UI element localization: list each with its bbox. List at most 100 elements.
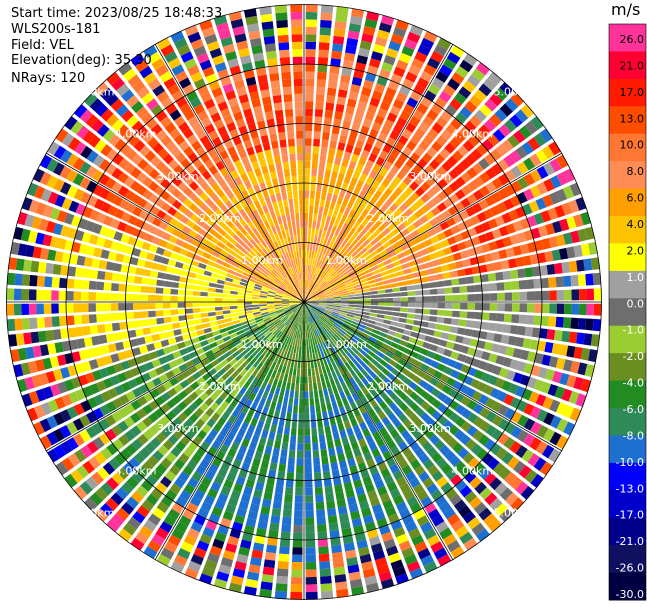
ray-gate bbox=[326, 300, 334, 302]
ray-gate bbox=[355, 431, 364, 441]
ray-gate bbox=[202, 252, 211, 260]
ray-gate bbox=[83, 256, 93, 267]
ray-gate bbox=[283, 327, 289, 335]
ray-gate bbox=[345, 105, 355, 115]
ray-gate bbox=[320, 12, 333, 21]
ray-gate bbox=[426, 394, 436, 405]
ray-gate bbox=[8, 257, 18, 270]
ray-gate bbox=[357, 272, 365, 278]
ray-gate bbox=[130, 367, 141, 377]
ray-gate bbox=[504, 169, 516, 182]
ray-gate bbox=[413, 345, 422, 353]
ray-gate bbox=[299, 197, 304, 206]
ray-gate bbox=[429, 309, 438, 316]
ray-gate bbox=[247, 510, 258, 520]
ray-gate bbox=[396, 424, 407, 434]
ray-gate bbox=[175, 70, 188, 83]
ray-gate bbox=[422, 296, 431, 302]
ray-gate bbox=[287, 268, 292, 276]
ray-gate bbox=[337, 142, 346, 151]
ray-gate bbox=[252, 457, 261, 467]
ray-gate bbox=[486, 332, 495, 341]
ray-gate bbox=[299, 316, 302, 324]
ray-gate bbox=[334, 235, 341, 244]
ray-gate bbox=[347, 30, 360, 40]
ray-gate bbox=[311, 302, 319, 305]
ray-gate bbox=[229, 302, 238, 306]
ray-gate bbox=[332, 290, 340, 295]
ray-gate bbox=[367, 319, 376, 325]
ray-gate bbox=[191, 122, 203, 133]
ray-gate bbox=[367, 362, 376, 370]
ray-gate bbox=[502, 270, 511, 280]
ray-gate bbox=[327, 267, 334, 275]
ray-gate bbox=[254, 267, 262, 274]
ray-gate bbox=[190, 213, 200, 223]
ray-gate bbox=[389, 165, 400, 176]
ray-gate bbox=[304, 302, 310, 308]
ray-gate bbox=[295, 353, 299, 362]
ray-gate bbox=[72, 418, 85, 431]
ray-gate bbox=[296, 302, 304, 304]
ray-gate bbox=[543, 412, 555, 426]
ray-gate bbox=[294, 315, 298, 323]
ray-gate bbox=[43, 290, 52, 301]
ray-gate bbox=[243, 244, 252, 252]
ray-gate bbox=[132, 206, 143, 217]
ray-gate bbox=[304, 420, 310, 429]
ray-gate bbox=[409, 502, 422, 514]
ray-gate bbox=[464, 100, 477, 113]
ray-gate bbox=[33, 404, 46, 419]
ray-gate bbox=[204, 349, 214, 358]
ray-gate bbox=[497, 187, 509, 200]
colorbar-label: -30.0 bbox=[616, 588, 644, 601]
ray-gate bbox=[219, 327, 228, 334]
ray-gate bbox=[127, 266, 137, 275]
ray-gate bbox=[168, 159, 179, 170]
ray-gate bbox=[325, 294, 334, 298]
ray-gate bbox=[414, 284, 423, 290]
ray-gate bbox=[274, 300, 282, 302]
ray-gate bbox=[279, 456, 287, 465]
ray-gate bbox=[313, 284, 319, 291]
ray-gate bbox=[502, 357, 512, 368]
ray-gate bbox=[466, 399, 478, 411]
ray-gate bbox=[392, 260, 401, 267]
ray-gate bbox=[225, 503, 237, 514]
ray-gate bbox=[364, 18, 378, 29]
ray-gate bbox=[257, 207, 265, 216]
ray-gate bbox=[423, 458, 435, 470]
ray-gate bbox=[433, 330, 442, 338]
ray-gate bbox=[328, 241, 334, 249]
ray-gate bbox=[523, 403, 535, 416]
ray-gate bbox=[286, 382, 291, 391]
ray-gate bbox=[408, 296, 416, 302]
colorbar-label: 8.0 bbox=[627, 165, 645, 178]
ray-gate bbox=[126, 476, 139, 489]
ray-gate bbox=[66, 421, 78, 435]
ray-gate bbox=[66, 153, 79, 167]
ray-gate bbox=[175, 357, 185, 366]
ray-gate bbox=[217, 492, 229, 503]
ray-gate bbox=[370, 302, 379, 306]
ray-gate bbox=[269, 385, 276, 394]
ray-gate bbox=[357, 101, 368, 111]
ray-gate bbox=[389, 463, 400, 474]
ray-gate bbox=[343, 174, 352, 184]
ray-gate bbox=[265, 111, 274, 120]
ray-gate bbox=[461, 408, 472, 419]
ray-gate bbox=[146, 493, 159, 506]
ray-gate bbox=[339, 390, 346, 399]
ray-gate bbox=[292, 413, 298, 421]
ray-gate bbox=[117, 221, 127, 232]
ray-gate bbox=[324, 264, 330, 272]
ray-gate bbox=[117, 407, 129, 419]
ray-gate bbox=[296, 302, 304, 305]
ray-gate bbox=[165, 242, 175, 251]
ray-gate bbox=[218, 564, 232, 575]
ray-gate bbox=[274, 297, 282, 300]
ray-gate bbox=[467, 303, 476, 310]
ray-gate bbox=[311, 420, 317, 429]
ray-gate bbox=[504, 303, 513, 312]
ray-gate bbox=[523, 173, 536, 186]
